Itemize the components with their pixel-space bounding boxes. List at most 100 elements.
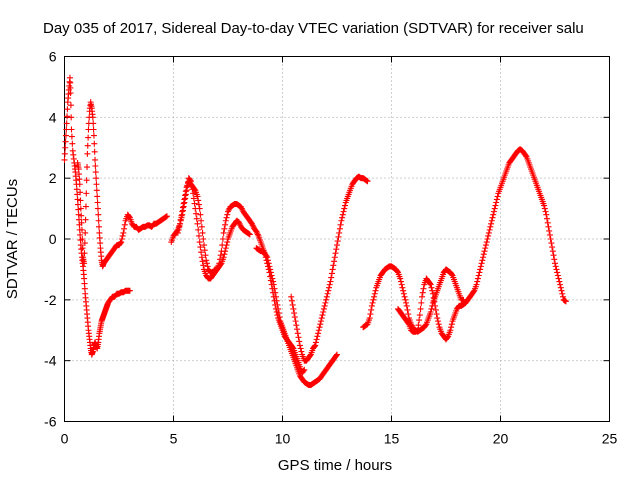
data-point [118, 236, 125, 242]
data-point [341, 202, 348, 209]
data-point [476, 269, 483, 276]
data-point [295, 334, 302, 341]
data-point [96, 234, 103, 241]
data-point [82, 216, 89, 223]
data-point [545, 223, 552, 230]
data-point [494, 193, 501, 200]
y-tick-label: 2 [49, 170, 57, 186]
data-point [557, 284, 564, 291]
data-point [294, 330, 301, 337]
data-point [326, 281, 333, 288]
data-point [315, 330, 322, 337]
data-point [418, 299, 425, 306]
data-point [270, 278, 277, 285]
data-point [323, 293, 330, 300]
data-point [223, 214, 230, 221]
data-point [63, 120, 70, 127]
data-point [341, 205, 348, 212]
x-tick-label: 10 [275, 431, 291, 447]
data-point [62, 138, 69, 145]
data-point [190, 190, 197, 197]
data-point [67, 79, 74, 86]
data-point [492, 202, 499, 209]
data-point [126, 287, 133, 294]
data-point [268, 272, 275, 279]
data-point [193, 215, 200, 222]
data-point [95, 217, 102, 224]
data-point [95, 211, 102, 218]
x-axis-label: GPS time / hours [278, 457, 392, 474]
data-point [319, 312, 326, 319]
data-point [67, 102, 74, 109]
data-point [474, 275, 481, 282]
data-point [182, 192, 189, 199]
data-point [82, 229, 89, 236]
data-point [76, 171, 83, 178]
y-tick-label: -2 [44, 292, 57, 308]
data-point [541, 202, 548, 209]
data-point [81, 260, 88, 267]
data-point [221, 225, 228, 232]
data-point [477, 263, 484, 270]
data-point [223, 242, 230, 249]
data-point [487, 223, 494, 230]
data-point [430, 294, 437, 301]
data-point [558, 287, 565, 294]
data-point [267, 269, 274, 276]
data-point [479, 257, 486, 264]
data-point [97, 240, 104, 247]
data-point [93, 181, 100, 188]
data-point [204, 263, 211, 270]
data-point [79, 236, 86, 242]
grid-lines [64, 56, 610, 422]
data-point [94, 199, 101, 206]
x-axis-ticks: 0 5 10 15 20 25 [61, 56, 617, 447]
data-point [174, 229, 181, 236]
data-point [480, 251, 487, 258]
data-point [179, 208, 186, 215]
data-point [78, 226, 85, 233]
data-point [219, 236, 226, 242]
data-point [334, 351, 340, 358]
data-point [78, 212, 85, 219]
data-point [320, 305, 327, 312]
data-point [541, 205, 548, 212]
data-point [448, 324, 455, 331]
data-point [493, 196, 500, 203]
data-point [79, 245, 86, 252]
data-point [83, 190, 90, 197]
data-point [325, 287, 332, 294]
data-point [163, 213, 170, 220]
data-point [77, 197, 84, 204]
data-point [419, 293, 426, 300]
data-point [220, 254, 227, 261]
x-tick-label: 0 [61, 431, 69, 447]
data-point [314, 333, 321, 340]
data-point [323, 296, 330, 303]
data-point [335, 233, 342, 240]
data-point [367, 311, 374, 318]
data-point [427, 281, 434, 288]
data-point [371, 293, 378, 300]
data-point [297, 345, 304, 352]
data-point [482, 242, 489, 249]
data-point [203, 260, 210, 267]
data-point [401, 293, 408, 300]
data-point [77, 231, 84, 238]
data-point [264, 257, 271, 264]
data-point [61, 150, 68, 157]
y-tick-label: 0 [49, 231, 57, 247]
data-point [195, 201, 202, 208]
data-point [96, 223, 103, 230]
data-points [61, 74, 569, 388]
data-point [81, 285, 88, 292]
data-point [328, 270, 335, 277]
data-point [264, 254, 271, 261]
data-point [181, 196, 188, 203]
data-point [477, 266, 484, 273]
data-point [83, 177, 90, 184]
data-point [370, 296, 377, 303]
data-point [94, 205, 101, 212]
data-point [117, 240, 124, 247]
data-point [293, 322, 300, 329]
